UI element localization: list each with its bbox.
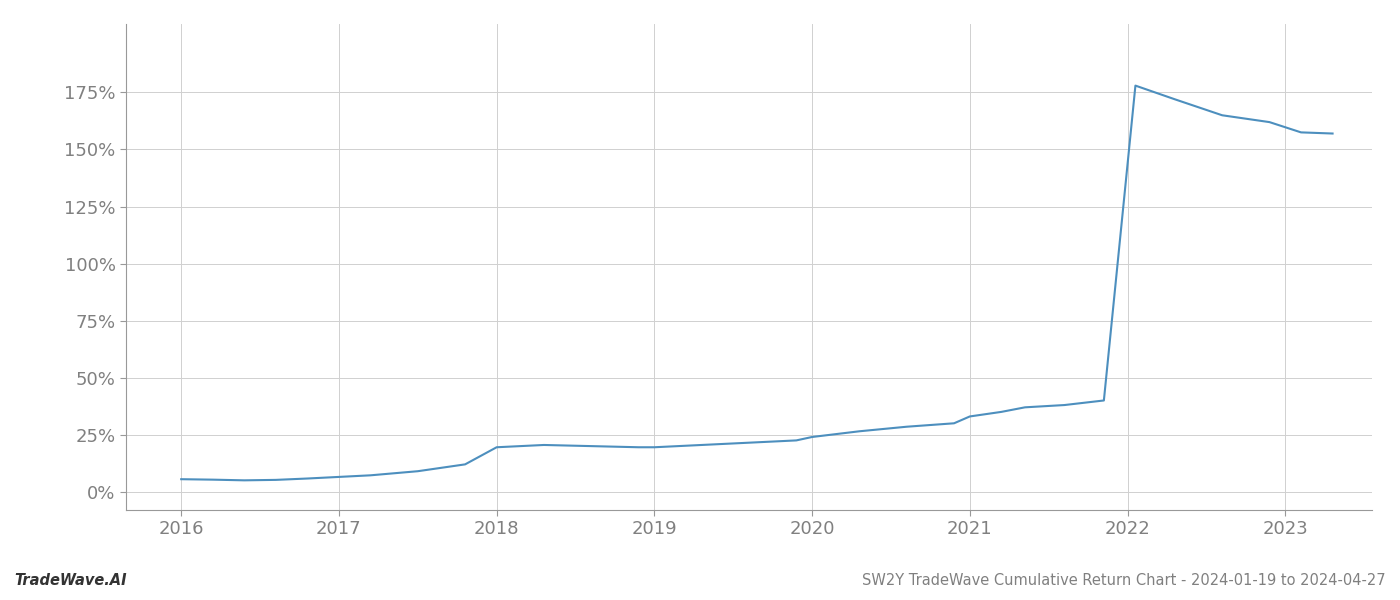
- Text: TradeWave.AI: TradeWave.AI: [14, 573, 126, 588]
- Text: SW2Y TradeWave Cumulative Return Chart - 2024-01-19 to 2024-04-27: SW2Y TradeWave Cumulative Return Chart -…: [862, 573, 1386, 588]
